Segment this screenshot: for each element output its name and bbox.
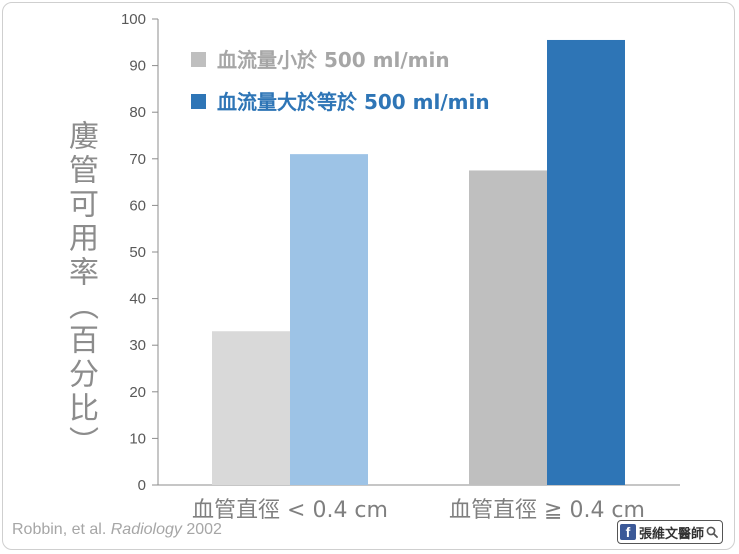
citation-journal: Radiology [110,521,182,538]
search-icon [706,526,718,538]
citation-authors: Robbin, et al. [12,521,111,538]
y-tick-label: 100 [121,11,146,28]
bar-2-series-2 [547,39,625,485]
legend: 血流量小於 500 ml/min 血流量大於等於 500 ml/min [191,48,490,114]
y-tick-label: 0 [138,477,146,494]
y-tick-label: 40 [129,291,146,308]
bar-1-series-2 [290,154,368,485]
legend-label-2: 血流量大於等於 500 ml/min [217,90,490,114]
y-tick-label: 30 [129,337,146,354]
y-tick-label: 70 [129,151,146,168]
y-tick-label: 90 [129,58,146,75]
y-tick-label: 80 [129,104,146,121]
y-tick-label: 60 [129,197,146,214]
legend-swatch-2 [191,94,206,109]
y-tick-labels: 0 10 20 30 40 50 60 70 80 90 100 [121,11,146,494]
legend-label-1: 血流量小於 500 ml/min [217,48,450,72]
legend-swatch-1 [191,52,206,67]
bar-2-series-1 [469,170,547,485]
y-tick-label: 10 [129,430,146,447]
category-label: 血管直徑 ≧ 0.4 cm [449,498,645,523]
category-label: 血管直徑 < 0.4 cm [192,498,388,523]
y-axis-label: 廔管可用率（百分比） [63,120,98,460]
facebook-icon: f [620,524,636,540]
category-labels: 血管直徑 < 0.4 cm 血管直徑 ≧ 0.4 cm [192,498,645,523]
citation: Robbin, et al. Radiology 2002 [12,521,222,539]
citation-year: 2002 [181,521,222,538]
y-tick-label: 50 [129,244,146,261]
brand-name: 張維文醫師 [639,526,705,542]
brand-badge[interactable]: f 張維文醫師 [617,520,724,544]
bar-1-series-1 [212,331,290,485]
y-tick-label: 20 [129,384,146,401]
chart-bars [212,39,625,485]
